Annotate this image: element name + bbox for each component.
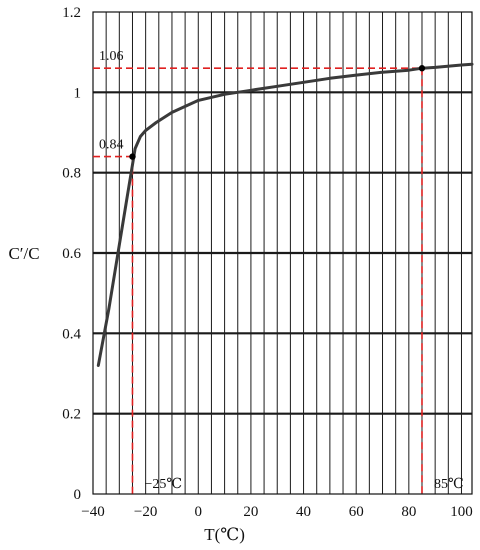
marker-guides (93, 67, 423, 494)
tick-labels: −40 −20 0 20 40 60 80 100 0 0.2 0.4 0.6 0.8 1 1.2 (62, 5, 472, 520)
marker-points (129, 65, 426, 160)
y-tick-label: 0 (74, 487, 82, 503)
marker-y-label: 0.84 (99, 138, 124, 153)
marker-x-label: −25℃ (144, 477, 182, 492)
y-tick-label: 1 (74, 85, 82, 101)
x-tick-label: −20 (134, 504, 157, 520)
x-tick-label: 40 (296, 504, 311, 520)
x-tick-label: 60 (349, 504, 364, 520)
plot-frame (92, 11, 473, 495)
x-tick-label: 80 (401, 504, 416, 520)
series-curve (96, 62, 474, 367)
x-tick-label: 100 (450, 504, 473, 520)
x-axis-label: T(℃) (204, 525, 245, 544)
marker-x-label: 85℃ (434, 477, 464, 492)
annotations: 0.84 −25℃ 1.06 85℃ (99, 49, 464, 492)
x-tick-label: −40 (81, 504, 104, 520)
y-tick-label: 0.4 (62, 326, 81, 342)
marker-point (129, 153, 136, 160)
y-tick-label: 1.2 (62, 5, 81, 21)
grid (93, 12, 472, 494)
x-tick-label: 0 (195, 504, 203, 520)
y-tick-label: 0.6 (62, 246, 81, 262)
marker-y-label: 1.06 (99, 49, 124, 64)
marker-point (418, 65, 426, 72)
y-tick-label: 0.2 (62, 407, 81, 423)
x-tick-label: 20 (243, 504, 258, 520)
y-axis-label: C′/C (8, 244, 39, 263)
y-tick-label: 0.8 (62, 166, 81, 182)
